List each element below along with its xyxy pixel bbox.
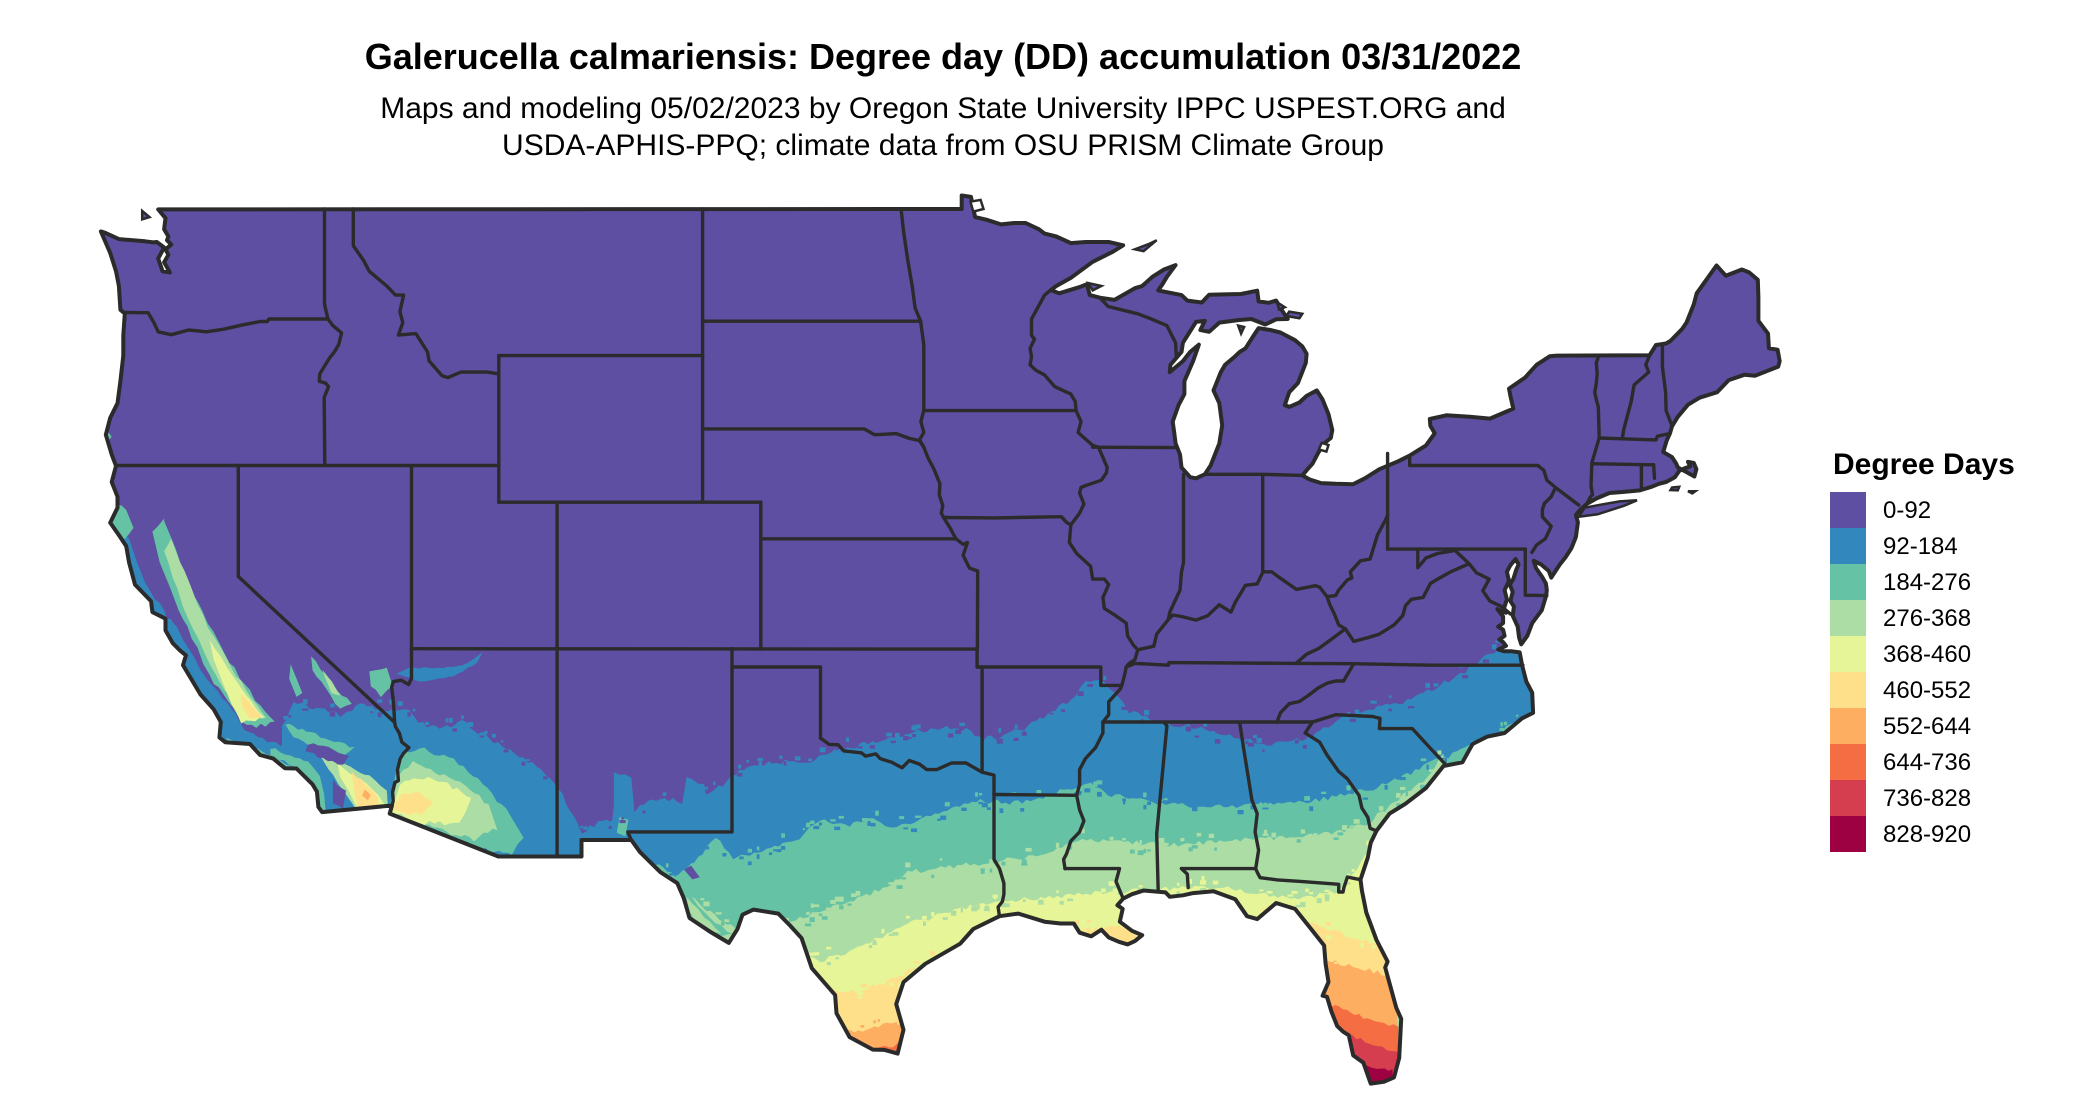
svg-text:92-184: 92-184 xyxy=(1883,533,1958,560)
svg-text:368-460: 368-460 xyxy=(1883,641,1971,668)
svg-text:736-828: 736-828 xyxy=(1883,785,1971,812)
svg-text:Degree Days: Degree Days xyxy=(1833,448,2015,481)
svg-text:644-736: 644-736 xyxy=(1883,749,1971,776)
svg-text:552-644: 552-644 xyxy=(1883,713,1971,740)
svg-text:276-368: 276-368 xyxy=(1883,605,1971,632)
svg-text:828-920: 828-920 xyxy=(1883,821,1971,848)
svg-text:184-276: 184-276 xyxy=(1883,569,1971,596)
svg-text:0-92: 0-92 xyxy=(1883,497,1931,524)
svg-text:460-552: 460-552 xyxy=(1883,677,1971,704)
